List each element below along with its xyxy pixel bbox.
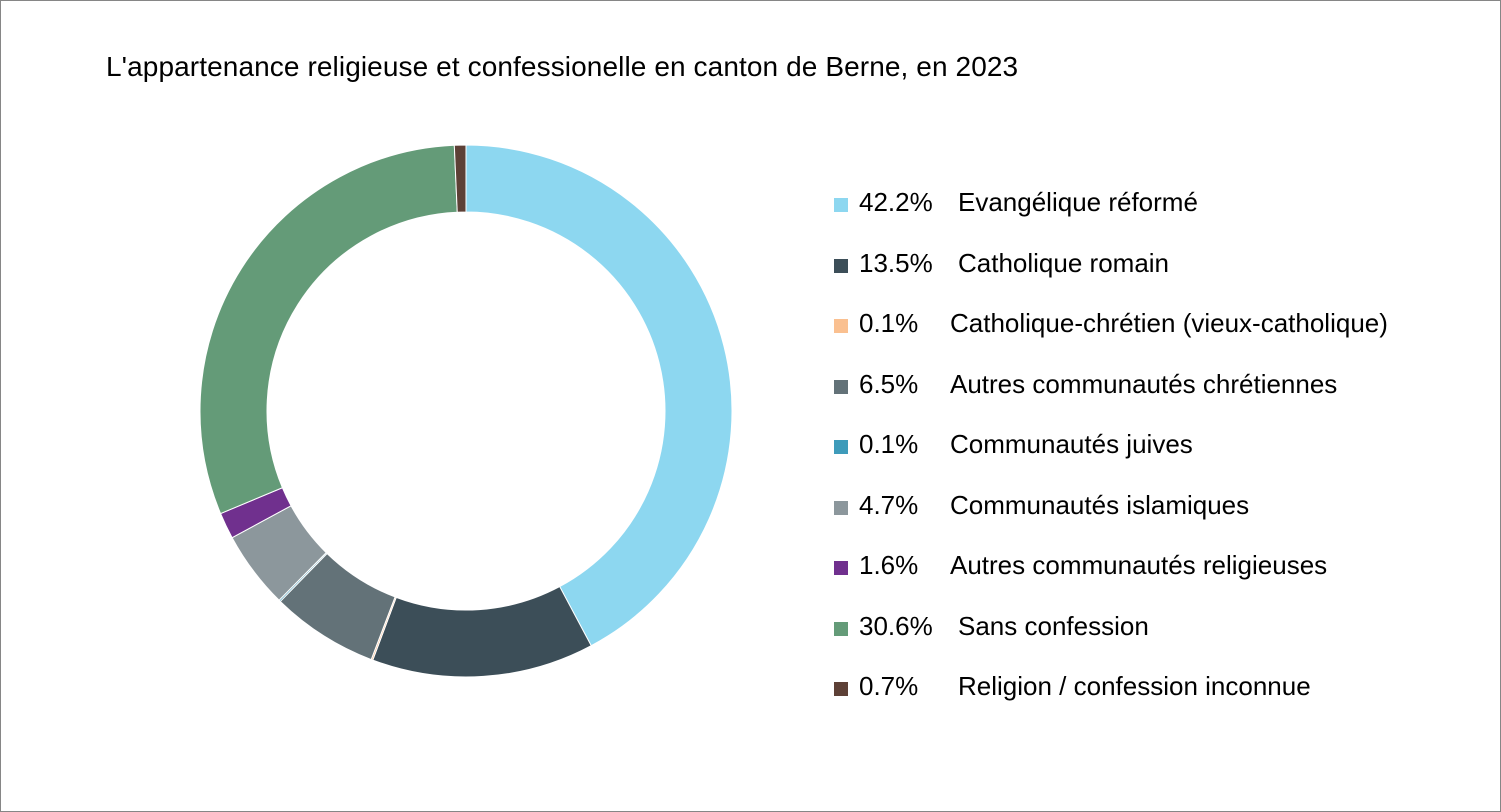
legend-value: 0.7% [859,671,919,701]
legend-label: Sans confession [958,610,1149,641]
legend-label: Catholique romain [958,247,1170,278]
legend-item: 4.7% Communautés islamiques [834,489,1249,551]
legend-value: 13.5% [859,247,933,278]
donut-slice-9 [453,144,467,213]
chart-title: L'appartenance religieuse et confessione… [106,51,1019,82]
legend-item: 42.2% Evangélique réformé [834,187,1198,248]
legend-item: 30.6% Sans confession [834,610,1149,672]
legend-item: 0.7% Religion / confession inconnue [834,671,1311,732]
legend-swatch [834,379,848,394]
legend-value: 30.6% [859,610,933,641]
legend-value: 42.2% [859,187,933,217]
donut-slice-1 [465,144,733,647]
legend-label: Evangélique réformé [958,187,1198,217]
legend-swatch [834,319,848,333]
legend-value: 4.7% [859,489,919,520]
donut-slice-2 [372,585,592,678]
legend-label: Religion / confession inconnue [958,671,1311,701]
legend-item: 13.5% Catholique romain [834,247,1169,309]
legend-swatch [834,258,848,273]
chart-legend: 42.2% Evangélique réformé 13.5% Catholique … [834,187,1388,732]
legend-item: 0.1% Communautés juives [834,429,1193,490]
legend-swatch [834,440,848,454]
legend-value: 0.1% [859,429,919,459]
legend-value: 6.5% [859,368,919,399]
legend-item: 0.1% Catholique-chrétien (vieux-catholiqu… [834,308,1388,369]
legend-value: 0.1% [859,308,919,338]
legend-label: Catholique-chrétien (vieux-catholique) [950,308,1388,338]
legend-swatch [834,500,848,515]
legend-label: Communautés juives [950,429,1193,459]
legend-swatch [834,561,848,575]
legend-item: 1.6% Autres communautés religieuses [834,550,1327,611]
legend-swatch [834,682,848,696]
donut-slice-8 [199,144,458,515]
legend-swatch [834,621,848,636]
legend-label: Autres communautés chrétiennes [950,368,1338,399]
legend-label: Autres communautés religieuses [950,550,1328,580]
legend-label: Communautés islamiques [950,489,1250,520]
legend-swatch [834,198,848,212]
legend-value: 1.6% [859,550,919,580]
legend-item: 6.5% Autres communautés chrétiennes [834,368,1337,430]
